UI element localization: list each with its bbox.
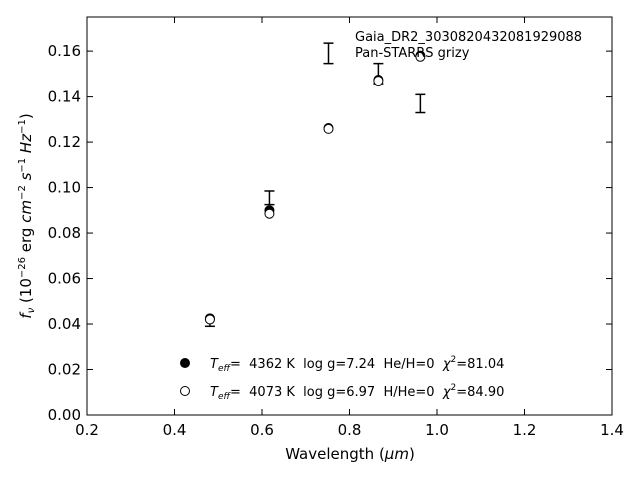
- legend-marker-filled: [180, 358, 190, 368]
- legend-label-filled: Teff= 4362 K log g=7.24 He/H=0 χ2=81.04: [210, 355, 504, 374]
- model-point-open: [204, 314, 215, 325]
- model-point-open: [373, 76, 384, 87]
- model-points: [204, 50, 426, 325]
- legend-marker-open: [180, 386, 190, 396]
- x-tick-label: 1.0: [425, 421, 449, 439]
- x-tick-label: 0.4: [163, 421, 187, 439]
- plot-frame: [86, 16, 613, 416]
- y-axis-title: fν (10−26 erg cm−2 s−1 Hz−1): [17, 113, 37, 318]
- x-tick-label: 1.4: [600, 421, 624, 439]
- y-tick-label: 0.14: [48, 88, 81, 106]
- y-tick-label: 0.16: [48, 42, 81, 60]
- x-tick-label: 0.8: [338, 421, 362, 439]
- x-axis-title: Wavelength (μm): [285, 445, 415, 463]
- legend-label-open: Teff= 4073 K log g=6.97 H/He=0 χ2=84.90: [210, 383, 504, 402]
- model-point-open: [415, 51, 426, 62]
- x-tick-label: 1.2: [513, 421, 537, 439]
- x-tick-label: 0.6: [250, 421, 274, 439]
- y-tick-label: 0.06: [48, 270, 81, 288]
- y-tick-label: 0.08: [48, 224, 81, 242]
- annotation-survey: Pan-STARRS grizy: [355, 46, 470, 61]
- legend: Teff= 4362 K log g=7.24 He/H=0 χ2=81.04 …: [180, 355, 504, 402]
- annotation-object-name: Gaia_DR2_3030820432081929088: [355, 30, 582, 45]
- x-tick-label: 0.2: [75, 421, 99, 439]
- y-tick-label: 0.02: [48, 361, 81, 379]
- y-tick-label: 0.12: [48, 133, 81, 151]
- model-point-open: [323, 123, 334, 134]
- axis-ticks: 0.2 0.4 0.6 0.8 1.0 1.2 1.4 0.00 0.02 0.04 0.06 0.0…: [48, 17, 624, 439]
- y-tick-label: 0.04: [48, 315, 81, 333]
- y-tick-label: 0.10: [48, 179, 81, 197]
- y-tick-label: 0.00: [48, 406, 81, 424]
- model-point-open: [264, 208, 275, 219]
